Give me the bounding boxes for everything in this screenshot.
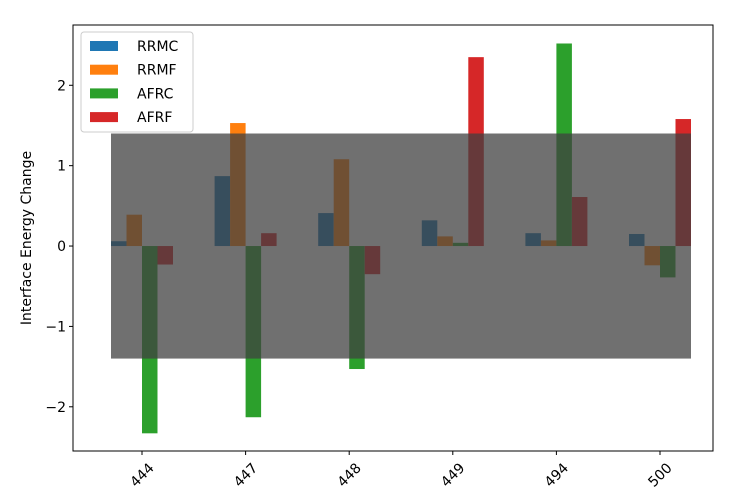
y-tick-label: −1 — [45, 319, 66, 335]
x-tick-label: 500 — [645, 460, 675, 490]
legend-label-rrmc: RRMC — [137, 39, 179, 55]
legend-swatch-afrf — [90, 112, 118, 123]
threshold-band — [111, 133, 691, 359]
plot-frame — [72, 24, 714, 452]
legend-swatch-rrmc — [90, 41, 118, 51]
legend-swatch-rrmf — [90, 64, 118, 75]
x-tick-label: 494 — [542, 460, 572, 490]
x-tick-label: 449 — [438, 460, 468, 490]
x-tick-label: 448 — [335, 460, 365, 490]
y-tick-label: 0 — [57, 239, 66, 255]
y-tick-label: 2 — [57, 78, 66, 94]
legend-label-afrf: AFRF — [137, 110, 172, 126]
y-tick-label: −2 — [45, 400, 66, 416]
x-tick-label: 444 — [127, 460, 157, 490]
y-axis-label: Interface Energy Change — [19, 151, 35, 325]
legend: RRMC RRMF AFRC AFRF — [80, 31, 194, 133]
legend-swatch-afrc — [90, 88, 118, 99]
legend-box — [80, 31, 194, 133]
x-tick-label: 447 — [231, 460, 261, 490]
legend-label-rrmf: RRMF — [137, 63, 177, 79]
legend-label-afrc: AFRC — [137, 86, 174, 102]
y-tick-label: 1 — [57, 159, 66, 175]
